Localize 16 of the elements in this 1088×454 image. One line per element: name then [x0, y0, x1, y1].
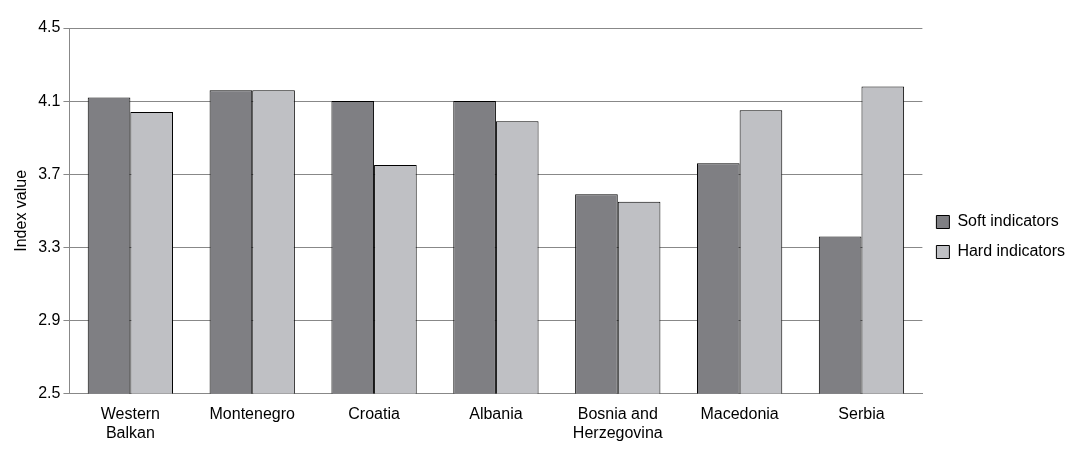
x-tick-label: Montenegro	[209, 404, 296, 422]
x-tick-label: Western Balkan	[100, 404, 161, 441]
y-tick-label: 3.3	[38, 237, 61, 255]
y-tick-label: 4.5	[38, 18, 61, 36]
x-tick-label: Croatia	[348, 404, 400, 422]
y-tick-label: 3.7	[38, 164, 61, 182]
legend-label: Hard indicators	[957, 242, 1066, 260]
legend-label: Soft indicators	[957, 212, 1059, 230]
x-tick-label: Serbia	[838, 404, 885, 422]
y-tick-label: 2.5	[38, 384, 61, 402]
x-tick-label: Macedonia	[700, 404, 779, 422]
x-tick-label: Albania	[469, 404, 523, 422]
x-tick-label: Bosnia and Herzegovina	[572, 404, 663, 441]
y-tick-label: 4.1	[38, 91, 61, 109]
y-tick-label: 2.9	[38, 310, 61, 328]
y-axis-title: Index value	[12, 169, 30, 252]
